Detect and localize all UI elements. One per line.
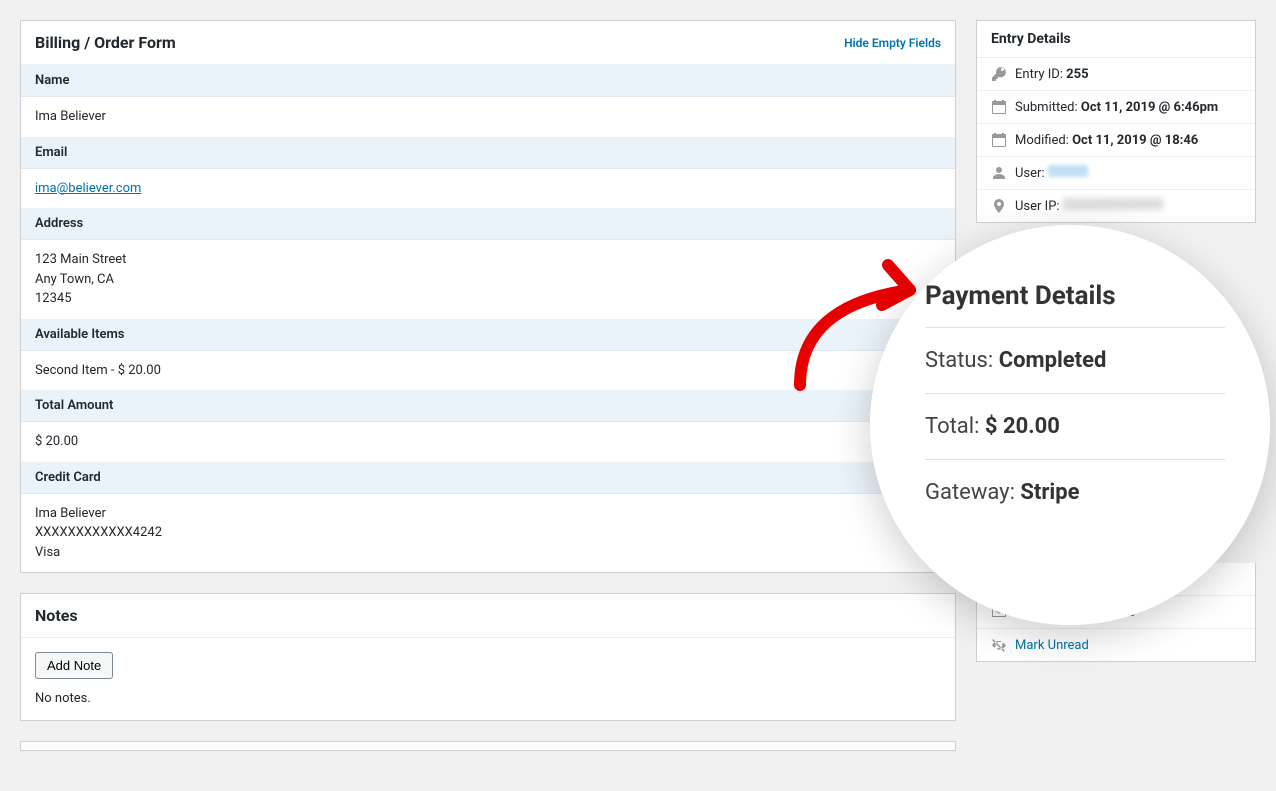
hide-empty-link[interactable]: Hide Empty Fields <box>844 36 941 50</box>
unread-action[interactable]: Mark Unread <box>977 629 1255 661</box>
user-icon <box>991 165 1007 181</box>
add-note-button[interactable]: Add Note <box>35 652 113 679</box>
modified-row: Modified: Oct 11, 2019 @ 18:46 <box>977 124 1255 157</box>
resend-action[interactable]: Resend Notifications <box>977 596 1255 629</box>
billing-form-panel: Billing / Order Form Hide Empty Fields N… <box>20 20 956 573</box>
export-icon <box>991 571 1007 587</box>
ip-value-redacted <box>1063 198 1163 210</box>
field-value-email: ima@believer.com <box>21 169 955 209</box>
key-icon <box>991 66 1007 82</box>
field-label-total: Total Amount <box>21 390 955 422</box>
entry-id-row: Entry ID: 255 <box>977 58 1255 91</box>
eye-off-icon <box>991 637 1007 653</box>
email-link[interactable]: ima@believer.com <box>35 181 141 196</box>
submitted-row: Submitted: Oct 11, 2019 @ 6:46pm <box>977 91 1255 124</box>
sidebar-gap <box>976 243 1256 563</box>
notes-panel: Notes Add Note No notes. <box>20 593 956 721</box>
form-title: Billing / Order Form <box>35 33 176 52</box>
user-row: User: <box>977 157 1255 190</box>
field-value-total: $ 20.00 <box>21 422 955 462</box>
field-value-cc: Ima Believer XXXXXXXXXXXX4242 Visa <box>21 494 955 573</box>
entry-details-panel: Entry Details Entry ID: 255 Submitted: O… <box>976 20 1256 223</box>
field-label-email: Email <box>21 137 955 169</box>
field-value-address: 123 Main Street Any Town, CA 12345 <box>21 240 955 319</box>
ip-row: User IP: <box>977 190 1255 222</box>
field-label-items: Available Items <box>21 319 955 351</box>
panel-stub <box>20 741 956 751</box>
user-value-redacted <box>1048 165 1088 177</box>
field-value-items: Second Item - $ 20.00 <box>21 351 955 391</box>
notes-title: Notes <box>35 606 78 625</box>
location-icon <box>991 198 1007 214</box>
panel-header: Notes <box>21 594 955 638</box>
field-label-cc: Credit Card <box>21 462 955 494</box>
calendar-icon <box>991 99 1007 115</box>
field-label-address: Address <box>21 208 955 240</box>
actions-panel: Export (CSV) Resend Notifications Mark U… <box>976 563 1256 662</box>
entry-details-title: Entry Details <box>977 21 1255 58</box>
calendar-icon <box>991 132 1007 148</box>
mail-icon <box>991 604 1007 620</box>
field-label-name: Name <box>21 65 955 97</box>
panel-header: Billing / Order Form Hide Empty Fields <box>21 21 955 65</box>
field-value-name: Ima Believer <box>21 97 955 137</box>
notes-empty-text: No notes. <box>35 691 941 706</box>
export-action[interactable]: Export (CSV) <box>977 563 1255 596</box>
